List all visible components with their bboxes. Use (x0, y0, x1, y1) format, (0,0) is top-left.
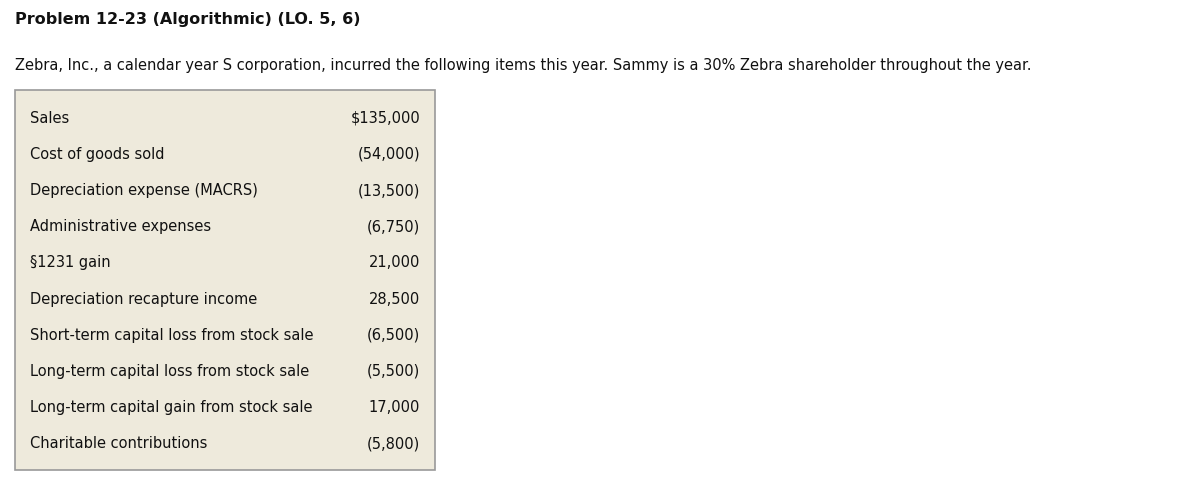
Text: Charitable contributions: Charitable contributions (30, 436, 208, 451)
FancyBboxPatch shape (14, 90, 436, 470)
Text: Long-term capital gain from stock sale: Long-term capital gain from stock sale (30, 400, 312, 415)
Text: $135,000: $135,000 (350, 110, 420, 126)
Text: (6,750): (6,750) (367, 219, 420, 234)
Text: 21,000: 21,000 (368, 255, 420, 270)
Text: (54,000): (54,000) (358, 147, 420, 162)
Text: Sales: Sales (30, 110, 70, 126)
Text: (5,800): (5,800) (367, 436, 420, 451)
Text: (5,500): (5,500) (367, 364, 420, 379)
Text: (13,500): (13,500) (358, 183, 420, 198)
Text: (6,500): (6,500) (367, 328, 420, 343)
Text: Long-term capital loss from stock sale: Long-term capital loss from stock sale (30, 364, 310, 379)
Text: 17,000: 17,000 (368, 400, 420, 415)
Text: §1231 gain: §1231 gain (30, 255, 110, 270)
Text: 28,500: 28,500 (368, 292, 420, 307)
Text: Zebra, Inc., a calendar year S corporation, incurred the following items this ye: Zebra, Inc., a calendar year S corporati… (14, 58, 1032, 73)
Text: Cost of goods sold: Cost of goods sold (30, 147, 164, 162)
Text: Short-term capital loss from stock sale: Short-term capital loss from stock sale (30, 328, 313, 343)
Text: Depreciation expense (MACRS): Depreciation expense (MACRS) (30, 183, 258, 198)
Text: Depreciation recapture income: Depreciation recapture income (30, 292, 257, 307)
Text: Administrative expenses: Administrative expenses (30, 219, 211, 234)
Text: Problem 12-23 (Algorithmic) (LO. 5, 6): Problem 12-23 (Algorithmic) (LO. 5, 6) (14, 12, 360, 27)
